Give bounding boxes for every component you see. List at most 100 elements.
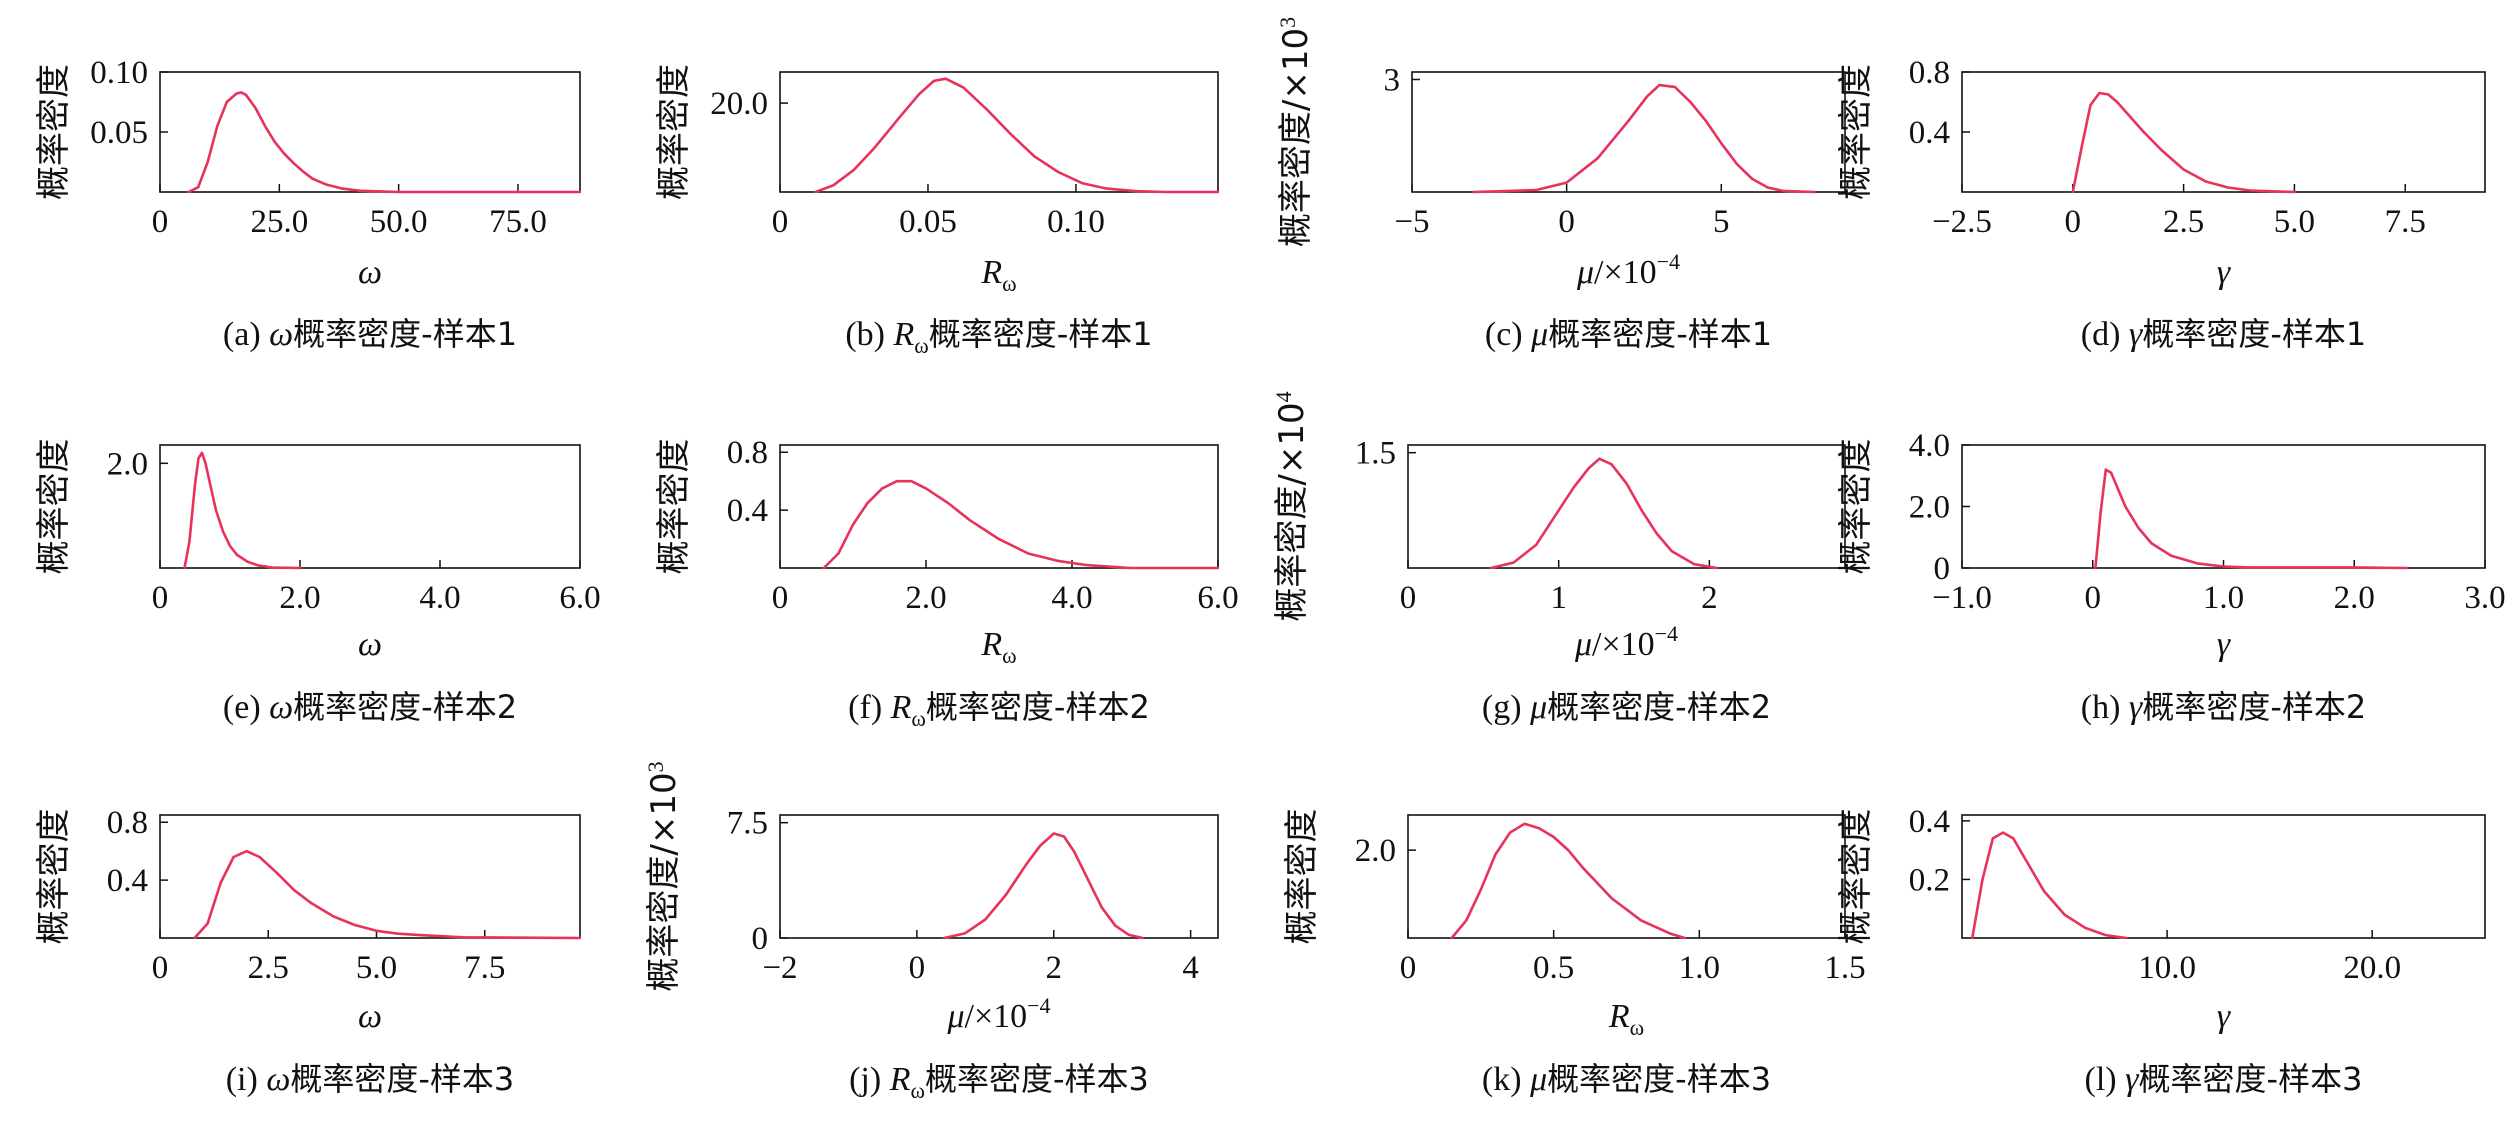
x-tick-label: 2.0	[279, 580, 320, 616]
x-tick-label: 2.5	[248, 950, 289, 986]
density-point	[578, 936, 582, 940]
density-point	[932, 79, 936, 83]
density-point	[943, 936, 946, 940]
y-axis-label: 概率密度	[654, 64, 694, 200]
x-axis-label: μ/×10−4	[1574, 621, 1678, 663]
density-point	[1080, 181, 1084, 185]
density-point	[1009, 133, 1013, 136]
density-point	[1004, 893, 1008, 897]
density-point	[1127, 933, 1131, 937]
density-point	[1669, 932, 1672, 935]
density-point	[1086, 878, 1090, 881]
density-point	[917, 93, 921, 96]
density-point	[1038, 844, 1042, 847]
density-point	[228, 544, 232, 548]
panel-caption: (k) μ概率密度-样本3	[1482, 1060, 1771, 1098]
plot-frame	[159, 814, 581, 939]
density-point	[944, 77, 947, 80]
y-tick-label: 7.5	[727, 806, 768, 842]
y-tick-label: 0.05	[90, 115, 148, 151]
y-axis-label: 概率密度	[1836, 64, 1876, 200]
y-axis-label: 概率密度/×103	[1275, 17, 1316, 247]
density-curve	[944, 832, 1143, 940]
x-tick-label: 0.10	[1047, 204, 1105, 240]
density-point	[1781, 189, 1785, 193]
x-tick-label: 10.0	[2138, 950, 2196, 986]
density-point	[2032, 872, 2035, 875]
x-axis-label: γ	[2217, 998, 2232, 1035]
density-point	[1552, 835, 1555, 839]
x-tick-label: 7.5	[464, 950, 505, 986]
density-point	[273, 140, 276, 143]
density-point	[1693, 562, 1696, 566]
density-point	[193, 483, 197, 486]
density-point	[1216, 566, 1220, 570]
density-point	[275, 871, 279, 875]
density-point	[359, 189, 362, 192]
density-point	[910, 479, 913, 483]
y-tick-label: 2.0	[107, 446, 148, 482]
density-point	[1450, 936, 1453, 940]
density-curve	[822, 479, 1218, 570]
density-point	[1567, 848, 1570, 852]
x-axis-label: Rω	[1608, 998, 1644, 1040]
y-tick-label: 0.10	[90, 55, 148, 91]
density-point	[1715, 566, 1719, 570]
density-point	[1572, 486, 1575, 489]
x-axis-label: γ	[2217, 626, 2232, 663]
x-tick-label: 1	[1550, 580, 1567, 616]
x-tick-label: 25.0	[250, 204, 308, 240]
density-point	[1658, 83, 1661, 87]
x-tick-label: 0.05	[899, 204, 957, 240]
density-point	[1508, 831, 1512, 834]
y-axis-label: 概率密度	[1836, 809, 1876, 945]
chart-panel-g: 0 1 2 1.5 概率密度/×104 μ/×10−4 (g) μ概率密度-样本2	[1271, 391, 1846, 726]
density-point	[2104, 468, 2108, 471]
density-point	[216, 124, 219, 128]
plot-frame	[1407, 444, 1846, 569]
y-tick-label: 0.4	[1909, 115, 1950, 151]
x-tick-label: 1.0	[1679, 950, 1720, 986]
panel-caption: (g) μ概率密度-样本2	[1482, 688, 1771, 726]
density-point	[1639, 919, 1643, 922]
density-point	[2115, 483, 2118, 487]
density-point	[1512, 561, 1515, 564]
density-point	[2293, 190, 2296, 194]
x-tick-label: 0	[909, 950, 926, 986]
chart-panel-a: 0 25.0 50.0 75.0 0.05 0.10 概率密度 ω (a) ω概率密度-样本1	[34, 55, 582, 353]
density-point	[1033, 155, 1036, 158]
density-point	[2099, 511, 2102, 514]
density-curve	[1450, 822, 1686, 940]
x-tick-label: 2.0	[905, 580, 946, 616]
y-tick-label: 3	[1384, 63, 1401, 99]
density-point	[2222, 565, 2225, 568]
x-tick-label: 0	[1400, 950, 1417, 986]
density-point	[293, 889, 296, 892]
density-point	[2080, 145, 2083, 149]
density-point	[1472, 190, 1476, 194]
density-point	[2063, 913, 2066, 916]
density-point	[1596, 157, 1599, 160]
x-tick-label: 2.5	[2163, 204, 2204, 240]
density-point	[1100, 906, 1103, 909]
density-point	[1735, 162, 1738, 166]
x-tick-label: 75.0	[489, 204, 547, 240]
x-axis-label: ω	[358, 254, 382, 291]
density-point	[1489, 566, 1493, 570]
density-point	[239, 91, 243, 94]
density-point	[1056, 559, 1059, 562]
y-tick-label: 0.8	[107, 805, 148, 841]
density-point	[1627, 119, 1630, 122]
density-point	[183, 566, 186, 570]
density-point	[1534, 543, 1538, 547]
density-curve	[2094, 468, 2407, 570]
y-tick-label: 0.4	[107, 863, 148, 899]
density-point	[375, 929, 378, 932]
density-point	[245, 849, 248, 853]
density-point	[578, 190, 582, 194]
y-tick-label: 2.0	[1355, 833, 1396, 869]
density-point	[461, 936, 465, 939]
x-axis-label: Rω	[980, 626, 1016, 668]
